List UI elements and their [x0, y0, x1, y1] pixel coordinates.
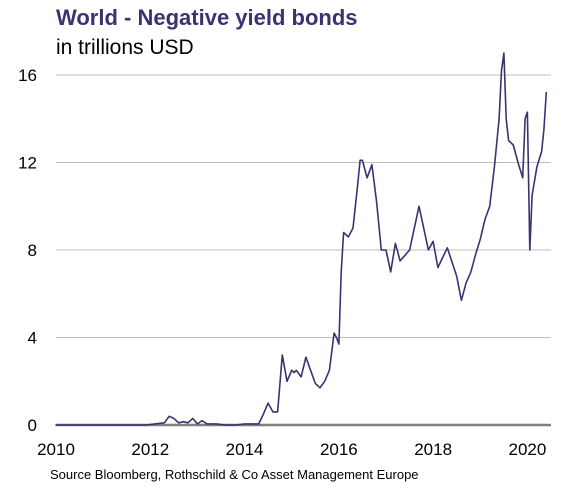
x-tick-label: 2014: [226, 440, 264, 459]
x-tick-label: 2010: [37, 440, 75, 459]
y-tick-label: 16: [18, 66, 37, 85]
x-tick-label: 2020: [509, 440, 547, 459]
series-line-0: [55, 52, 548, 426]
x-tick-label: 2016: [320, 440, 358, 459]
chart-title: World - Negative yield bonds: [56, 5, 358, 30]
y-tick-label: 4: [28, 329, 37, 348]
y-axis-ticks: 0 4 8 12 16: [18, 66, 37, 435]
y-tick-label: 8: [28, 241, 37, 260]
y-tick-label: 0: [28, 416, 37, 435]
chart-subtitle: in trillions USD: [56, 36, 194, 59]
series-layer: [55, 52, 548, 426]
gridlines: [56, 74, 551, 338]
x-tick-label: 2018: [414, 440, 452, 459]
x-axis-ticks: 2010 2012 2014 2016 2018 2020: [37, 440, 546, 459]
y-tick-label: 12: [18, 154, 37, 173]
source-note: Source Bloomberg, Rothschild & Co Asset …: [50, 467, 419, 482]
x-tick-label: 2012: [131, 440, 169, 459]
